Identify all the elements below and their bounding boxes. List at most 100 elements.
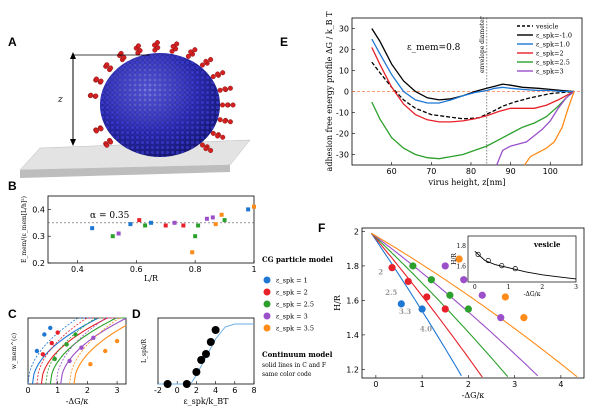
panel-b-point — [190, 250, 195, 255]
panel-f-inset-xtick: 3 — [574, 284, 578, 291]
spike-bead — [170, 43, 176, 49]
panel-d-point — [182, 380, 191, 388]
spike-bead — [199, 142, 205, 148]
spike-bead — [174, 41, 180, 47]
panel-e-legend-label: ε_spk=-1.0 — [536, 32, 572, 40]
panel-c-point — [55, 330, 60, 335]
panel-c-dashed-curve — [27, 317, 122, 385]
panel-c-dashed-curve — [55, 317, 122, 385]
cg-legend-label: ε_spk = 3.5 — [276, 325, 314, 333]
panel-e-series-line — [371, 28, 575, 101]
panel-f-curve-label: 2.5 — [385, 288, 397, 297]
panel-b-point — [163, 223, 168, 228]
spike-bead — [98, 78, 104, 84]
panel-f-xtick-label: 0 — [373, 380, 378, 389]
spike-bead — [227, 119, 233, 125]
panel-b-point — [210, 215, 215, 220]
panel-c-point — [114, 338, 120, 344]
z-label: z — [57, 95, 63, 105]
panel-b-point — [252, 204, 256, 209]
panel-b-point — [204, 216, 209, 221]
panel-b-point — [143, 223, 148, 228]
spike-bead — [93, 76, 99, 82]
panel-d-point — [206, 338, 215, 346]
panel-f-curve-label: 3.3 — [399, 307, 411, 316]
spike-bead — [215, 133, 221, 139]
panel-c-xlabel: -ΔG/κ — [66, 397, 89, 406]
continuum-title: Continuum model — [262, 350, 333, 359]
panel-e-legend-label: ε_spk=1.0 — [536, 41, 570, 49]
panel-f-inset-point — [485, 257, 491, 264]
spike-bead — [203, 58, 209, 64]
panel-e-xlabel: virus height, z[nm] — [428, 178, 506, 187]
panel-e-xtick-label: 90 — [506, 167, 516, 176]
panel-f-inset-point — [499, 263, 505, 269]
cg-legend-label: ε_spk = 2 — [276, 289, 308, 297]
spike-bead — [217, 87, 223, 93]
panel-f-curve-label: 2 — [378, 268, 383, 277]
spike-bead — [203, 146, 209, 152]
cg-legend-swatch — [263, 324, 271, 332]
panel-e-chart: 60 70 80 90 100 -30 -20 -10 0 10 20 30 envelope diam… — [325, 11, 583, 187]
panel-f-point — [409, 262, 417, 270]
spike-bead — [98, 126, 104, 132]
panel-b-point — [128, 222, 133, 227]
panel-e-ytick-label: -20 — [336, 130, 349, 139]
panel-f-inset-ylabel: H/R — [451, 253, 458, 265]
panel-e-legend-label: vesicle — [535, 23, 559, 31]
panel-c-point — [48, 325, 53, 331]
panel-c-point — [42, 332, 47, 337]
panel-e-vline-label: envelope diameter — [479, 16, 486, 73]
panel-f-xtick-label: 3 — [512, 380, 517, 389]
panel-f-curve — [370, 232, 462, 377]
panel-d-xtick-label: 8 — [251, 386, 256, 395]
spike-bead — [199, 62, 205, 68]
panel-f-ytick-label: 1.8 — [346, 262, 359, 271]
panel-d-frame — [157, 317, 255, 385]
panel-label-e: E — [280, 35, 288, 49]
panel-b-point — [222, 218, 227, 223]
panel-f-inset-ytick: 1.6 — [456, 264, 466, 271]
spike-bead — [93, 93, 99, 99]
spike-bead — [222, 118, 228, 124]
cg-legend: CG particle model ε_spk = 1 ε_spk = 2 ε_sp… — [262, 255, 333, 378]
panel-e-ytick-label: -30 — [336, 151, 349, 160]
panel-f-inset-ytick: 1.8 — [456, 243, 466, 250]
panel-d-point — [211, 326, 220, 334]
panel-c-xtick-label: 1 — [55, 386, 60, 395]
panel-b-ytick-label: 0.4 — [32, 205, 45, 214]
panel-c-point — [40, 352, 46, 357]
panel-f-ytick-label: 2 — [354, 227, 359, 236]
panel-f-point — [441, 305, 449, 313]
panel-e-ytick-label: 30 — [339, 25, 349, 34]
panel-f-inset-frame — [467, 235, 577, 283]
panel-e-legend-label: ε_spk=2 — [536, 50, 564, 58]
spike-bead — [208, 57, 214, 63]
spike-bead — [219, 102, 225, 108]
panel-e-legend-label: ε_spk=2.5 — [536, 59, 570, 67]
panel-d-xtick-label: 6 — [232, 386, 237, 395]
spike-bead — [154, 40, 160, 46]
panel-f-ytick-label: 1.2 — [346, 365, 359, 374]
panel-d-xtick-label: -2 — [154, 386, 162, 395]
panel-b-xtick-label: 1 — [251, 265, 256, 274]
panel-e-xtick-label: 80 — [466, 167, 476, 176]
panel-d-chart: -2 0 2 4 6 8 ε_spk/k_BT L_spk/R — [141, 317, 257, 406]
spike-bead — [192, 47, 198, 53]
panel-b-xtick-label: 0.6 — [130, 265, 143, 274]
panel-f-xlabel: -ΔG/κ — [462, 391, 485, 400]
panel-e-legend-label: ε_spk=3 — [536, 68, 564, 76]
panel-label-f: F — [318, 221, 325, 235]
spike-bead — [215, 71, 221, 77]
panel-f-point — [423, 293, 431, 301]
panel-f-point — [464, 305, 472, 313]
panel-b-annotation: α = 0.35 — [90, 211, 130, 221]
cg-legend-label: ε_spk = 3 — [276, 313, 308, 321]
panel-e-series-line — [371, 47, 575, 123]
panel-c-point — [67, 358, 72, 364]
spike-bead — [227, 85, 233, 91]
panel-c-frame — [27, 317, 127, 385]
spike-bead — [217, 117, 223, 123]
panel-f-point — [397, 300, 405, 308]
panel-f-curve — [371, 232, 578, 378]
